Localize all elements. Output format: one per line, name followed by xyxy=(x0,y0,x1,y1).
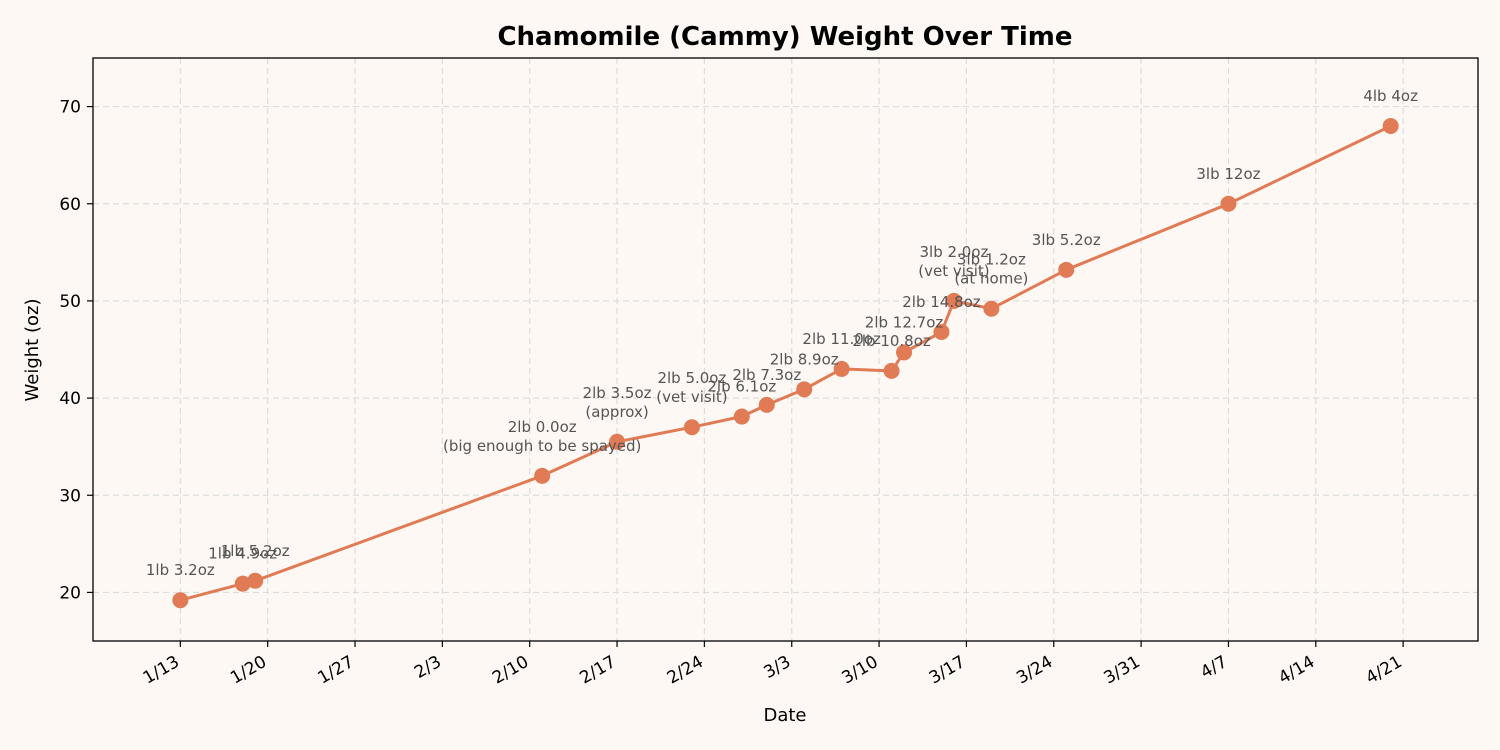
point-label: 3lb 12oz xyxy=(1196,165,1260,183)
point-label: 2lb 10.8oz xyxy=(852,332,931,350)
point-label: 3lb 1.2oz xyxy=(957,251,1026,269)
data-point xyxy=(1220,195,1237,212)
data-point xyxy=(172,592,189,609)
grid-lines xyxy=(93,58,1478,641)
data-point xyxy=(883,362,900,379)
weight-line xyxy=(179,124,1392,602)
point-label: 1lb 3.2oz xyxy=(146,561,215,579)
point-label: (big enough to be spayed) xyxy=(443,437,641,455)
y-tick-label: 20 xyxy=(59,583,81,603)
data-point xyxy=(1382,118,1399,135)
y-tick-label: 60 xyxy=(59,195,81,215)
y-tick-label: 30 xyxy=(59,486,81,506)
data-point xyxy=(933,324,950,341)
data-point xyxy=(945,292,962,309)
point-label: 2lb 6.1oz xyxy=(707,378,776,396)
data-point xyxy=(896,344,913,361)
x-axis-label: Date xyxy=(763,705,806,726)
data-point xyxy=(833,360,850,377)
data-point xyxy=(234,575,251,592)
point-label: 2lb 3.5oz xyxy=(583,384,652,402)
point-label: 1lb 4.9oz xyxy=(208,545,277,563)
data-point xyxy=(609,433,626,450)
point-label: (approx) xyxy=(585,403,648,421)
data-point xyxy=(758,396,775,413)
point-label: 4lb 4oz xyxy=(1363,87,1418,105)
point-label: 3lb 5.2oz xyxy=(1032,231,1101,249)
y-axis-label: Weight (oz) xyxy=(22,299,43,402)
point-label: (vet visit) xyxy=(918,262,989,280)
data-points xyxy=(172,118,1399,609)
data-point xyxy=(983,300,1000,317)
y-tick-label: 40 xyxy=(59,389,81,409)
point-label: (vet visit) xyxy=(656,388,727,406)
y-tick-label: 70 xyxy=(59,98,81,118)
series-line xyxy=(179,124,1392,602)
data-point xyxy=(733,408,750,425)
point-label: 2lb 0.0oz xyxy=(508,418,577,436)
data-point xyxy=(534,467,551,484)
data-point xyxy=(1058,261,1075,278)
data-point xyxy=(683,419,700,436)
chart-title: Chamomile (Cammy) Weight Over Time xyxy=(497,22,1072,52)
point-label: 2lb 12.7oz xyxy=(865,313,944,331)
point-label: 3lb 2.0oz xyxy=(919,243,988,261)
point-label: 2lb 14.8oz xyxy=(902,293,981,311)
point-label: 2lb 7.3oz xyxy=(732,366,801,384)
point-label: 2lb 11.0oz xyxy=(802,330,881,348)
point-label: 2lb 8.9oz xyxy=(770,350,839,368)
point-label: 1lb 5.2oz xyxy=(221,542,290,560)
data-point xyxy=(247,572,264,589)
point-label: (at home) xyxy=(954,270,1028,288)
point-label: 2lb 5.0oz xyxy=(657,369,726,387)
plot-frame xyxy=(92,57,1479,642)
y-tick-label: 50 xyxy=(59,292,81,312)
data-point xyxy=(796,381,813,398)
